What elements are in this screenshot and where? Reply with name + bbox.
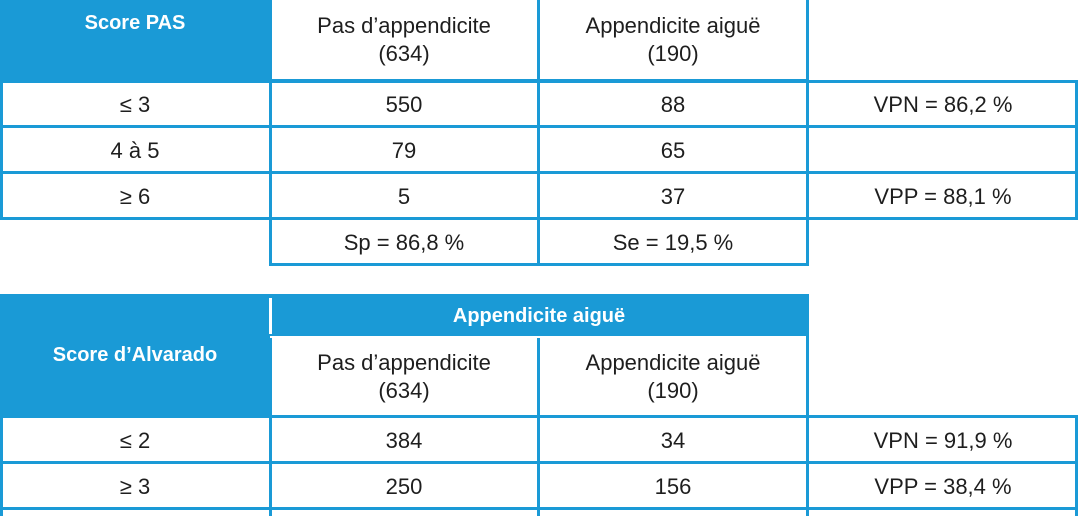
rule xyxy=(269,0,272,266)
sensitivity-value: Se = 19,5 % xyxy=(612,230,734,255)
col-title: Pas d’appendicite xyxy=(317,13,491,38)
table-row-no: 550 xyxy=(385,92,423,117)
table-row-yes: 65 xyxy=(660,138,686,163)
table-row-yes: 37 xyxy=(660,184,686,209)
col-count: (190) xyxy=(647,41,699,66)
specificity-value: Sp = 86,8 % xyxy=(343,230,465,255)
table-row-no: 384 xyxy=(385,428,423,453)
col-title: Pas d’appendicite xyxy=(317,350,491,375)
rule xyxy=(806,294,809,516)
rule xyxy=(537,0,540,266)
col-count: (190) xyxy=(647,378,699,403)
table-row-stat: VPN = 91,9 % xyxy=(873,428,1013,453)
rule xyxy=(269,338,272,516)
rule xyxy=(1075,80,1078,220)
table-row-score: ≥ 3 xyxy=(119,474,151,499)
table-row-stat xyxy=(808,128,1078,174)
alvarado-score-header-text: Score d’Alvarado xyxy=(52,344,218,366)
alvarado-col-no-appendicitis: Pas d’appendicite (634) xyxy=(270,338,538,416)
rule xyxy=(537,338,540,516)
rule xyxy=(806,0,809,266)
table-row-stat: VPN = 86,2 % xyxy=(873,92,1013,117)
group-header-acute-appendicitis: Appendicite aiguë xyxy=(270,294,808,338)
rule xyxy=(0,415,3,516)
table-row-yes: 88 xyxy=(660,92,686,117)
table-row-yes: 34 xyxy=(660,428,686,453)
alvarado-score-header: Score d’Alvarado xyxy=(0,294,270,416)
pas-col-acute-appendicitis: Appendicite aiguë (190) xyxy=(538,0,808,80)
rule xyxy=(270,336,808,338)
table-row-no: 79 xyxy=(391,138,417,163)
table-row-stat: VPP = 88,1 % xyxy=(874,184,1012,209)
table-row-score: 4 à 5 xyxy=(110,138,160,163)
header-separator xyxy=(269,298,272,334)
table-row-score: ≤ 3 xyxy=(119,92,151,117)
table-row-score: ≤ 2 xyxy=(119,428,151,453)
rule xyxy=(1075,415,1078,516)
col-title: Appendicite aiguë xyxy=(585,350,761,375)
col-title: Appendicite aiguë xyxy=(585,13,761,38)
table-row-yes: 156 xyxy=(654,474,692,499)
group-header-text: Appendicite aiguë xyxy=(452,305,626,327)
rule xyxy=(0,80,3,220)
col-count: (634) xyxy=(378,41,430,66)
pas-col-no-appendicitis: Pas d’appendicite (634) xyxy=(270,0,538,80)
table-row-stat: VPP = 38,4 % xyxy=(874,474,1012,499)
pas-score-header: Score PAS xyxy=(0,0,270,80)
table-row-score: ≥ 6 xyxy=(119,184,151,209)
table-row-no: 5 xyxy=(397,184,411,209)
pas-score-header-text: Score PAS xyxy=(84,12,186,34)
table-row-no: 250 xyxy=(385,474,423,499)
col-count: (634) xyxy=(378,378,430,403)
alvarado-col-acute-appendicitis: Appendicite aiguë (190) xyxy=(538,338,808,416)
